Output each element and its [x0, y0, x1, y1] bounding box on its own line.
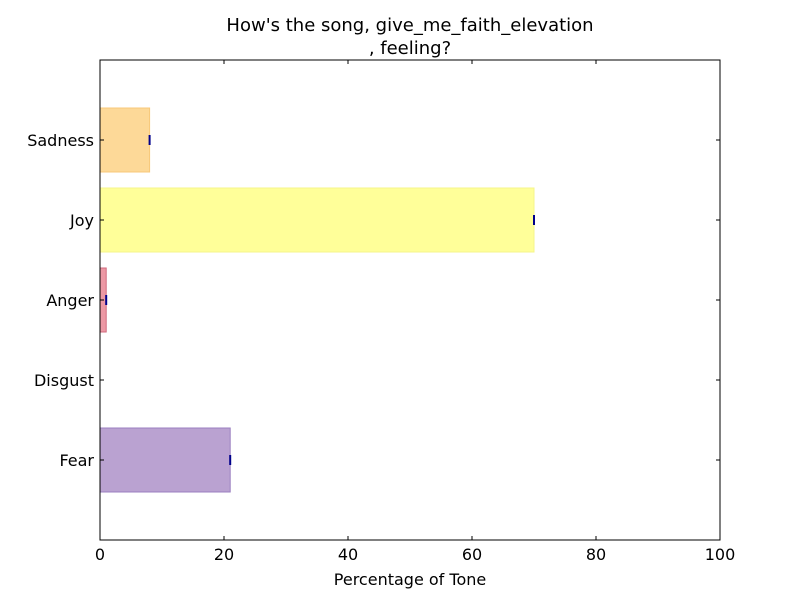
x-tick-label-40: 40: [338, 545, 358, 564]
x-tick-label-80: 80: [586, 545, 606, 564]
y-tick-label-fear: Fear: [59, 451, 94, 470]
x-tick-label-20: 20: [214, 545, 234, 564]
x-tick-label-100: 100: [705, 545, 736, 564]
y-tick-label-joy: Joy: [69, 211, 94, 230]
bar-fear: [99, 427, 231, 493]
y-tick-label-anger: Anger: [46, 291, 94, 310]
y-tick-label-disgust: Disgust: [34, 371, 94, 390]
chart-title-line1: How's the song, give_me_faith_elevation: [226, 15, 593, 36]
ticks-group: Sadness Joy Anger Disgust Fear 0 20 40 60 80 100: [27, 60, 735, 564]
x-tick-label-0: 0: [95, 545, 105, 564]
bar-sadness: [99, 107, 151, 173]
chart-title-line2: , feeling?: [369, 38, 451, 59]
plot-frame: [99, 59, 721, 541]
bars-group: [99, 107, 535, 493]
y-tick-label-sadness: Sadness: [27, 131, 94, 150]
bar-joy: [99, 187, 535, 253]
x-tick-label-60: 60: [462, 545, 482, 564]
x-axis-label: Percentage of Tone: [334, 570, 486, 589]
